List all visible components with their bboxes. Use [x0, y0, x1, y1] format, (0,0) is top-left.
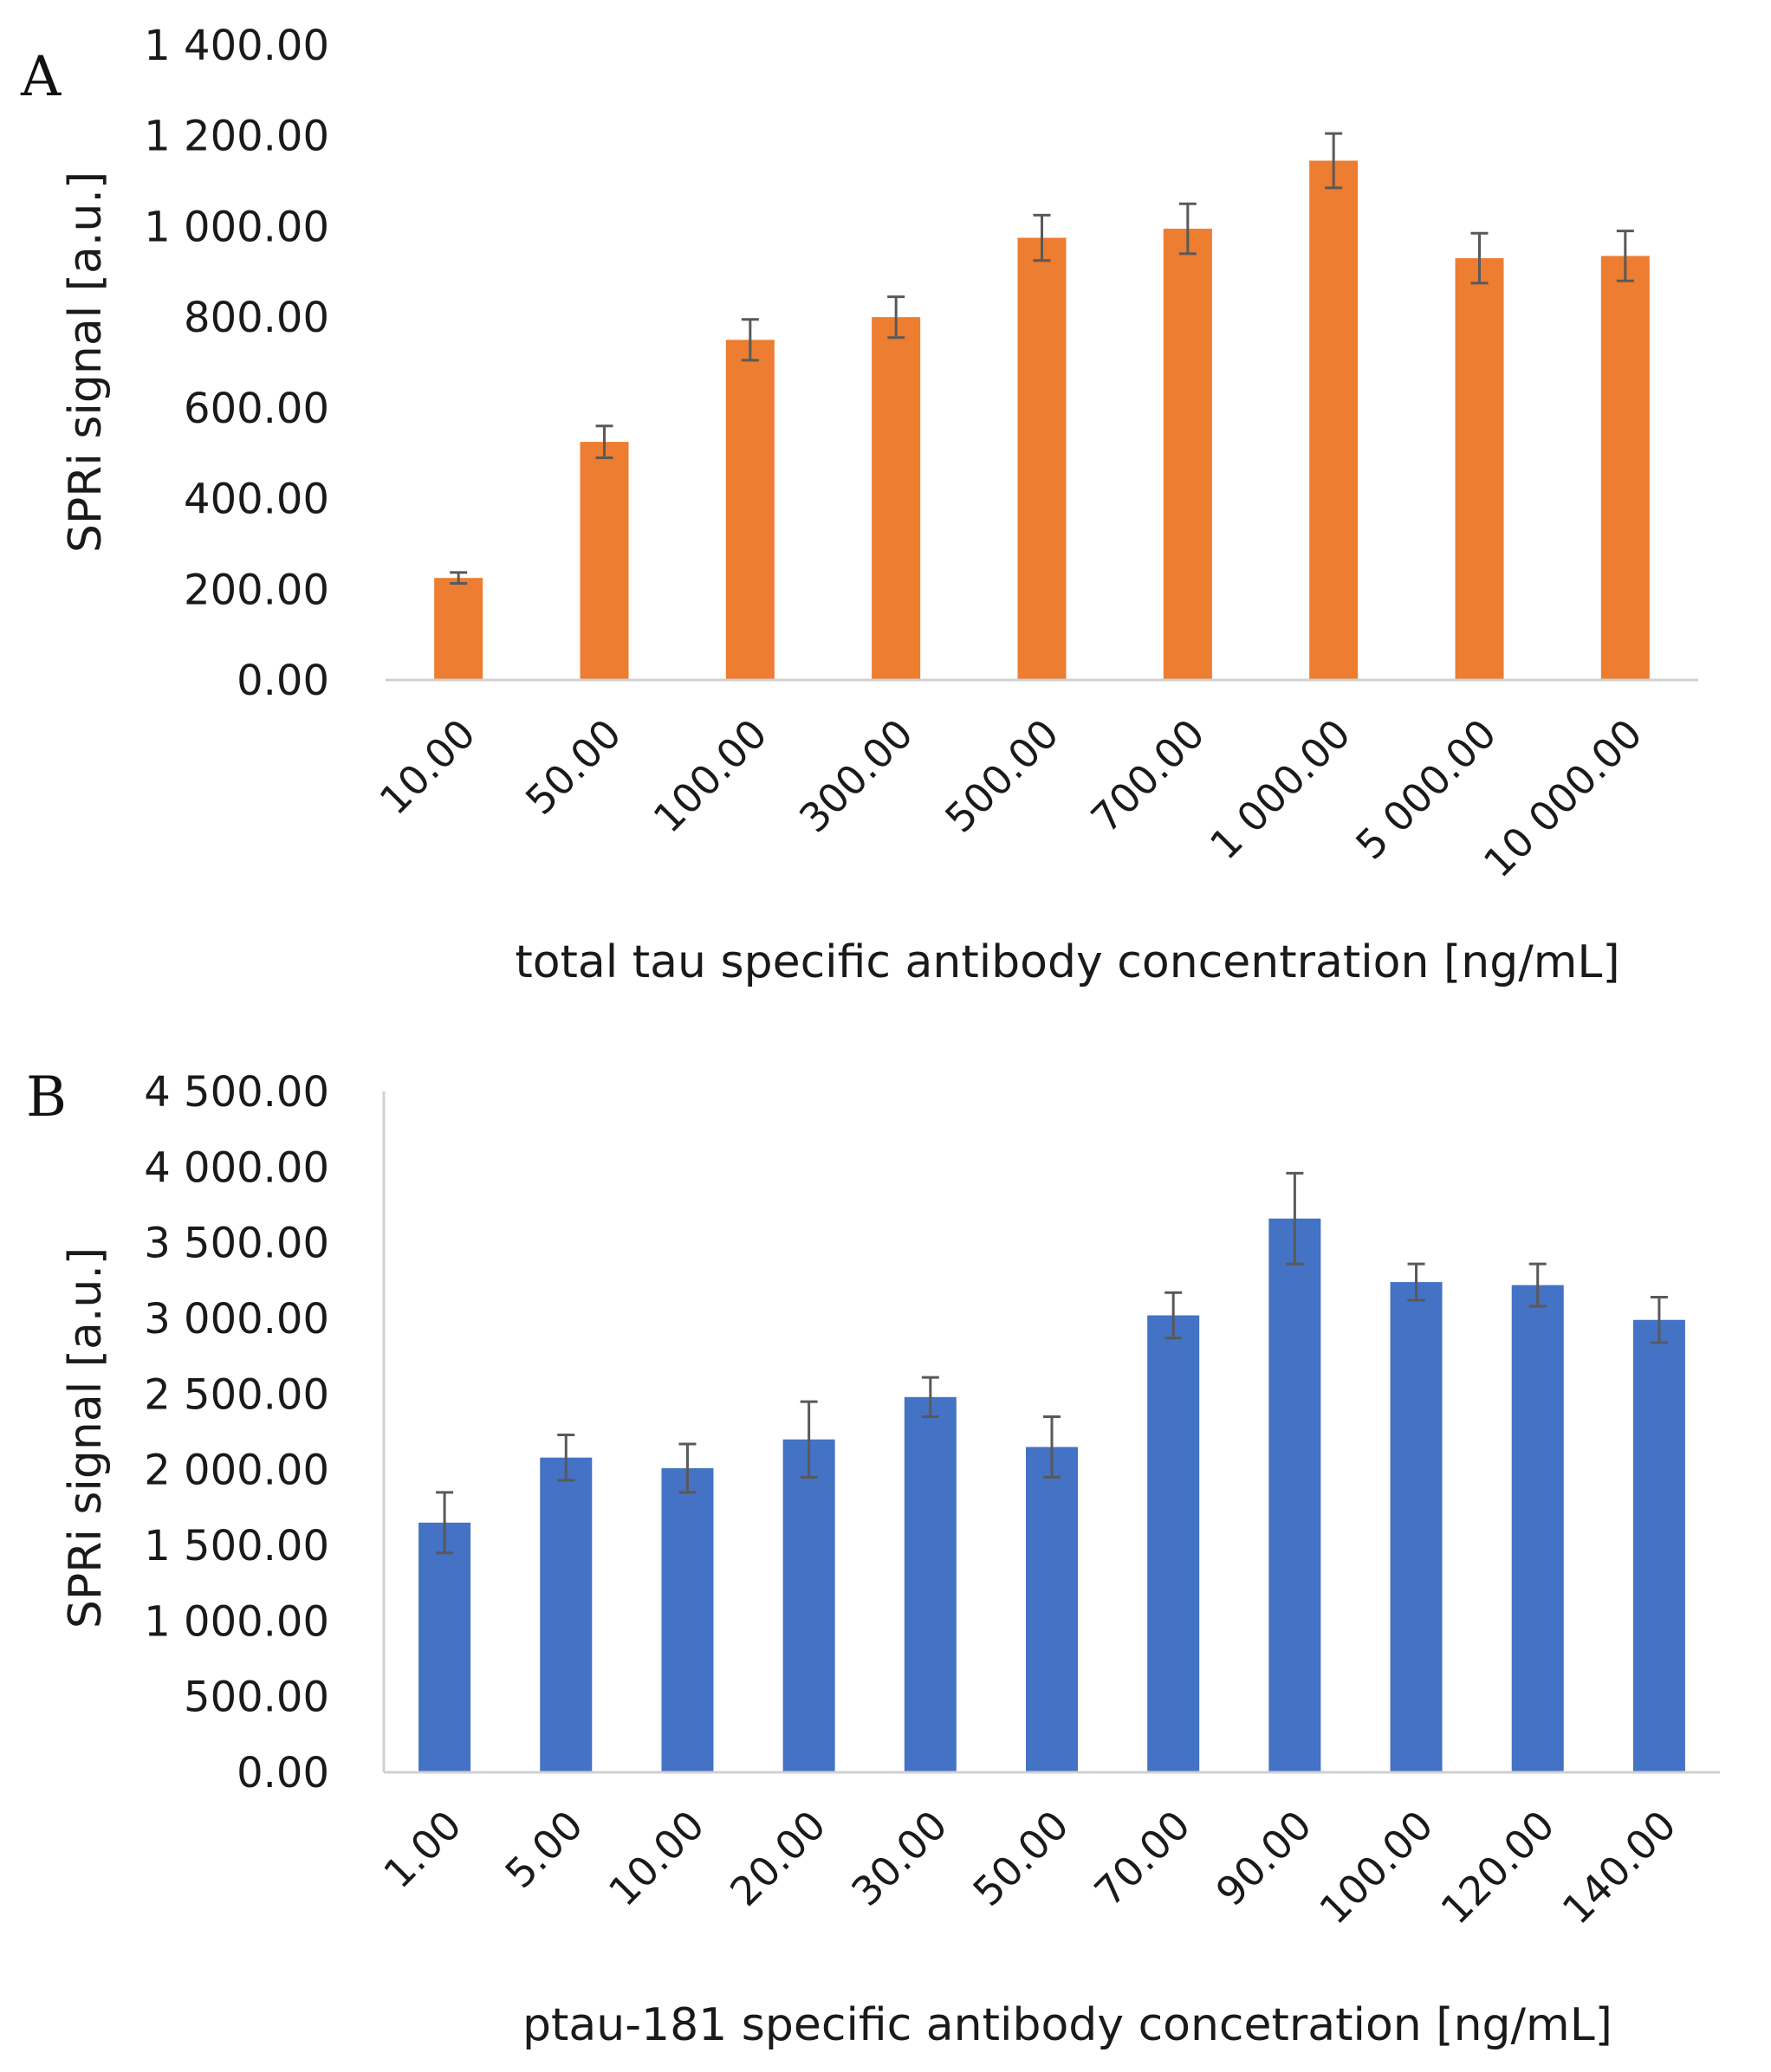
error-bar	[557, 1433, 575, 1482]
y-tick-label: 3 500.00	[144, 1220, 329, 1268]
error-bar	[678, 1442, 697, 1494]
error-bar	[741, 318, 759, 362]
bar	[1268, 1218, 1321, 1772]
error-bar	[1033, 213, 1051, 262]
x-tick-label: 5.00	[496, 1802, 592, 1898]
x-tick-label: 20.00	[721, 1802, 834, 1915]
bar	[872, 317, 921, 680]
error-bar	[595, 424, 613, 459]
panel-b-x-tick-labels: 1.00 5.00 10.00 20.00 30.00 50.00 70.00 90.0010…	[374, 1802, 1684, 1933]
panel-b-bars	[418, 1218, 1685, 1772]
bar	[661, 1467, 714, 1772]
x-tick-label: 5 000.00	[1346, 710, 1505, 869]
x-tick-label: 50.00	[516, 710, 630, 824]
panel-a-error-bars	[450, 132, 1634, 585]
panel-a-x-axis-title: total tau specific antibody concentratio…	[515, 936, 1619, 988]
panel-b-error-bars	[436, 1171, 1668, 1555]
x-tick-label: 1 000.00	[1201, 710, 1359, 869]
x-tick-label: 120.00	[1431, 1802, 1563, 1933]
x-tick-label: 700.00	[1082, 710, 1214, 842]
panel-a-bars	[434, 160, 1650, 681]
x-tick-label: 100.00	[1310, 1802, 1442, 1933]
y-tick-label: 800.00	[184, 294, 329, 342]
error-bar	[1470, 231, 1489, 285]
error-bar	[1178, 202, 1197, 256]
bar	[782, 1439, 835, 1772]
bar	[1632, 1319, 1685, 1772]
error-bar	[921, 1376, 939, 1419]
error-bar	[1528, 1262, 1547, 1308]
y-tick-label: 1 200.00	[144, 113, 329, 161]
bar	[434, 578, 483, 680]
x-tick-label: 90.00	[1207, 1802, 1320, 1915]
bar	[1147, 1315, 1200, 1772]
bar	[580, 442, 629, 680]
y-tick-label: 0.00	[237, 657, 329, 705]
bar	[1390, 1282, 1443, 1772]
bar	[725, 340, 775, 680]
panel-a-y-axis-title: SPRi signal [a.u.]	[60, 172, 112, 553]
panel-a-chart: A 0.00 200.00 400.00 600.00 800.00 1 000.00 1 …	[20, 22, 1698, 988]
error-bar	[1286, 1171, 1304, 1266]
y-tick-label: 1 000.00	[144, 203, 329, 251]
bar	[1455, 258, 1504, 680]
x-tick-label: 1.00	[374, 1802, 470, 1898]
error-bar	[436, 1491, 454, 1555]
panel-b-x-axis-title: ptau-181 specific antibody concetration …	[522, 1999, 1612, 2051]
x-tick-label: 70.00	[1086, 1802, 1199, 1915]
bar	[1026, 1447, 1078, 1772]
y-tick-label: 1 500.00	[144, 1522, 329, 1570]
y-tick-label: 2 000.00	[144, 1447, 329, 1495]
x-tick-label: 10.00	[600, 1802, 713, 1915]
bar	[904, 1396, 957, 1772]
error-bar	[1650, 1296, 1668, 1344]
x-tick-label: 100.00	[645, 710, 776, 842]
y-tick-label: 1 000.00	[144, 1597, 329, 1646]
error-bar	[1616, 230, 1634, 282]
y-tick-label: 4 000.00	[144, 1143, 329, 1192]
x-tick-label: 10.00	[371, 710, 484, 824]
y-tick-label: 1 400.00	[144, 22, 329, 70]
y-tick-label: 400.00	[184, 476, 329, 524]
bar	[1309, 160, 1359, 680]
error-bar	[887, 295, 905, 340]
x-tick-label: 10 000.00	[1475, 710, 1651, 887]
y-tick-label: 2 500.00	[144, 1370, 329, 1419]
error-bar	[800, 1400, 818, 1479]
panel-a-y-tick-labels: 0.00 200.00 400.00 600.00 800.00 1 000.00 1 20…	[144, 22, 329, 705]
error-bar	[1325, 132, 1343, 190]
error-bar	[1043, 1415, 1061, 1479]
error-bar	[450, 571, 468, 585]
y-tick-label: 0.00	[237, 1749, 329, 1797]
x-tick-label: 140.00	[1554, 1802, 1685, 1933]
x-tick-label: 30.00	[842, 1802, 956, 1915]
y-tick-label: 3 000.00	[144, 1295, 329, 1344]
bar	[1511, 1285, 1564, 1772]
panel-b-y-axis-title: SPRi signal [a.u.]	[60, 1247, 112, 1628]
panel-a-letter: A	[20, 45, 62, 109]
bar	[1163, 229, 1212, 681]
error-bar	[1164, 1291, 1183, 1340]
panel-a-x-tick-labels: 10.00 50.00 100.00 300.00 500.00 700.001 000.…	[371, 710, 1651, 887]
error-bar	[1407, 1262, 1425, 1302]
bar	[1600, 256, 1650, 680]
x-tick-label: 50.00	[963, 1802, 1077, 1915]
y-tick-label: 600.00	[184, 385, 329, 433]
y-tick-label: 4 500.00	[144, 1068, 329, 1117]
y-tick-label: 200.00	[184, 566, 329, 614]
x-tick-label: 300.00	[790, 710, 922, 842]
y-tick-label: 500.00	[184, 1674, 329, 1722]
bar	[1017, 237, 1067, 680]
panel-b-letter: B	[26, 1065, 67, 1130]
panel-b-y-tick-labels: 0.00 500.00 1 000.00 1 500.00 2 000.00 2 500.…	[144, 1068, 329, 1797]
x-tick-label: 500.00	[936, 710, 1067, 842]
bar	[540, 1457, 593, 1772]
bar	[418, 1522, 471, 1772]
panel-b-chart: B 0.00 500.00 1 000.00 1 500.00 2 000.00 2 50…	[26, 1065, 1720, 2051]
